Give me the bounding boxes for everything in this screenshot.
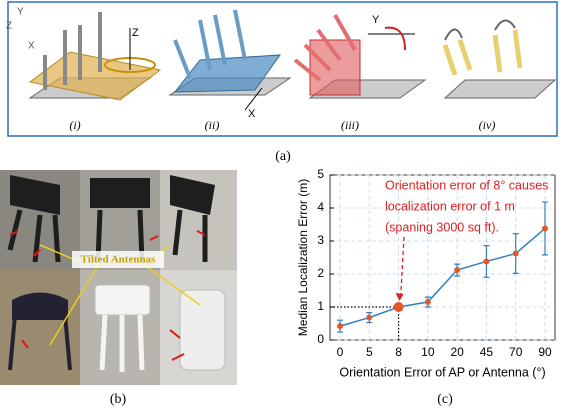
y-tick-label: 4 — [317, 200, 324, 214]
marker — [337, 323, 343, 329]
sub-label: (iii) — [341, 118, 359, 132]
x-tick-label: 20 — [450, 345, 464, 359]
caption: (a) — [275, 149, 291, 164]
y-tick-label: 3 — [317, 233, 324, 247]
marker — [425, 299, 431, 305]
annotation: (spaning 3000 sq ft). — [385, 220, 499, 234]
caption: (b) — [110, 392, 127, 407]
sub-label: (ii) — [205, 118, 220, 132]
y-tick-label: 1 — [317, 299, 324, 313]
marker — [394, 302, 404, 312]
caption: (c) — [437, 392, 453, 407]
y-tick-label: 2 — [317, 266, 324, 280]
marker — [454, 267, 460, 273]
photo-annotation: Tilted Antennas — [81, 254, 156, 266]
axis-label: Z — [6, 21, 12, 32]
x-tick-label: 10 — [421, 345, 435, 359]
marker — [483, 258, 489, 264]
sub-label: (iv) — [479, 118, 496, 132]
y-tick-label: 0 — [317, 332, 324, 346]
axis-label: Z — [132, 27, 139, 39]
x-tick-label: 45 — [480, 345, 494, 359]
y-axis-label: Median Localization Error (m) — [296, 179, 310, 336]
axis-label: Y — [372, 14, 380, 26]
marker — [542, 225, 548, 231]
panel-b-photos — [0, 170, 237, 385]
marker — [513, 251, 519, 257]
annotation: localization error of 1 m — [385, 199, 515, 213]
sub-label: (i) — [69, 118, 80, 132]
marker — [366, 315, 372, 321]
axis-label: Y — [17, 7, 24, 18]
x-tick-label: 5 — [366, 345, 373, 359]
x-tick-label: 90 — [538, 345, 552, 359]
figure: Y Z X Z X Y (i) (ii) (iii) (iv) (a) Tilt… — [0, 0, 567, 414]
annotation: Orientation error of 8° causes — [385, 178, 548, 192]
x-tick-label: 0 — [337, 345, 344, 359]
x-tick-label: 8 — [395, 345, 402, 359]
y-tick-label: 5 — [317, 167, 324, 181]
x-axis-label: Orientation Error of AP or Antenna (°) — [339, 365, 545, 379]
axis-label: X — [28, 41, 35, 52]
x-tick-label: 70 — [509, 345, 523, 359]
axis-label: X — [248, 108, 256, 120]
